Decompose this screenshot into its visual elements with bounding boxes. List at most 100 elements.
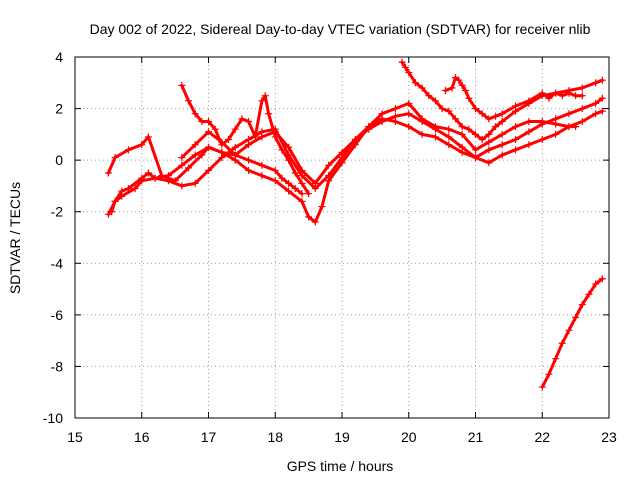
data-point [512,102,520,110]
y-tick-label: -2 [51,204,64,220]
series-track-6 [398,58,606,144]
data-point [425,92,433,100]
data-point [472,105,479,113]
data-point [545,370,553,378]
y-tick-label: 0 [55,152,63,168]
data-point [538,136,546,144]
data-point [578,117,586,125]
data-point [572,92,580,100]
series-line [106,101,578,185]
y-tick-label: 4 [55,49,63,65]
series-layer [104,58,606,391]
series-line [110,109,604,214]
data-point [351,136,359,144]
data-point [552,89,560,97]
x-tick-label: 17 [201,429,217,445]
data-point [598,94,606,102]
data-point [231,125,239,133]
data-point [455,76,463,84]
data-point [431,97,439,105]
data-point [578,105,586,113]
data-point [245,136,253,144]
data-point [298,179,306,187]
data-point [498,117,506,125]
x-tick-label: 19 [334,429,350,445]
data-point [245,117,253,125]
data-point [365,125,373,133]
data-point [261,92,269,100]
x-tick-label: 15 [67,429,83,445]
x-axis-label: GPS time / hours [287,458,394,474]
data-point [258,128,266,136]
data-point [458,143,466,151]
data-point [285,156,293,164]
data-point [265,110,273,118]
data-point [245,166,253,174]
data-point [401,63,409,71]
y-tick-label: -8 [51,358,64,374]
x-tick-label: 16 [134,429,150,445]
x-tick-label: 20 [401,429,417,445]
data-point [448,84,456,92]
data-point [465,94,473,102]
data-point [231,151,239,159]
data-point [572,313,580,321]
data-point [258,161,266,169]
data-point [104,169,112,177]
data-point [291,185,299,193]
data-point [512,136,520,144]
data-point [512,123,520,131]
data-point [418,117,426,125]
data-point [191,110,199,118]
data-point [325,161,333,169]
data-point [485,138,493,146]
data-point [445,125,453,133]
data-point [311,185,319,193]
data-point [458,81,466,89]
x-tick-label: 18 [267,429,283,445]
series-line [180,130,304,196]
data-point [285,187,293,195]
data-point [205,143,212,151]
data-point [178,182,186,190]
data-point [565,123,573,131]
data-point [411,79,419,87]
y-tick-label: 2 [55,101,63,117]
data-point [218,154,226,162]
data-point [131,185,139,193]
data-point [545,94,553,102]
series-track-3 [108,107,606,216]
data-point [118,192,126,200]
data-point [138,141,146,149]
data-point [231,143,239,151]
data-point [552,130,560,138]
data-point [498,130,506,138]
data-point [338,154,346,162]
x-tick-label: 22 [534,429,550,445]
data-point [258,97,266,105]
data-point [405,123,413,131]
data-point [458,130,466,138]
data-point [311,218,319,226]
data-point [431,133,439,141]
data-point [472,130,479,138]
data-point [205,166,212,174]
data-point [418,130,426,138]
series-track-8 [538,275,606,391]
data-point [164,177,172,185]
data-point [218,138,226,146]
data-point [178,154,186,162]
x-tick-label: 23 [601,429,617,445]
y-tick-label: -10 [43,410,63,426]
data-point [578,301,586,309]
data-point [578,92,586,100]
data-point [178,81,186,89]
data-point [111,154,119,162]
data-point [538,120,546,128]
data-point [124,146,132,154]
data-point [298,190,306,198]
data-point [592,280,600,288]
data-point [465,125,473,133]
data-point [305,213,313,221]
